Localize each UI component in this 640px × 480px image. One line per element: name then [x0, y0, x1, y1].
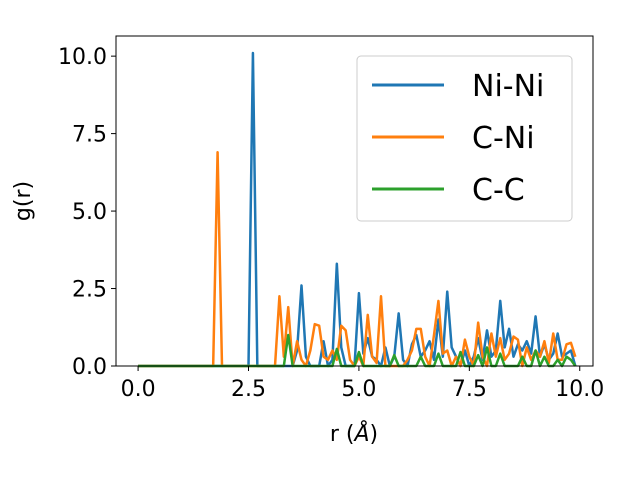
legend-label-c-ni: C-Ni [472, 121, 535, 156]
y-tick-label: 5.0 [72, 200, 107, 225]
x-tick-label: 7.5 [452, 377, 487, 402]
x-tick-label: 5.0 [341, 377, 376, 402]
legend-label-ni-ni: Ni-Ni [472, 69, 544, 104]
y-tick-label: 10.0 [58, 45, 107, 70]
x-tick-label: 10.0 [555, 377, 604, 402]
y-tick-label: 0.0 [72, 355, 107, 380]
x-axis: 0.0 2.5 5.0 7.5 10.0 [121, 366, 604, 402]
legend: Ni-Ni C-Ni C-C [356, 55, 573, 222]
y-tick-label: 7.5 [72, 123, 107, 148]
x-tick-label: 2.5 [231, 377, 266, 402]
x-tick-label: 0.0 [121, 377, 156, 402]
legend-box [356, 55, 573, 222]
plot-frame [115, 35, 594, 367]
x-axis-label: r (Å) [330, 420, 378, 447]
y-axis-label: g(r) [11, 181, 36, 221]
y-tick-label: 2.5 [72, 278, 107, 303]
legend-label-c-c: C-C [472, 173, 525, 208]
y-axis: 0.0 2.5 5.0 7.5 10.0 [58, 45, 116, 380]
